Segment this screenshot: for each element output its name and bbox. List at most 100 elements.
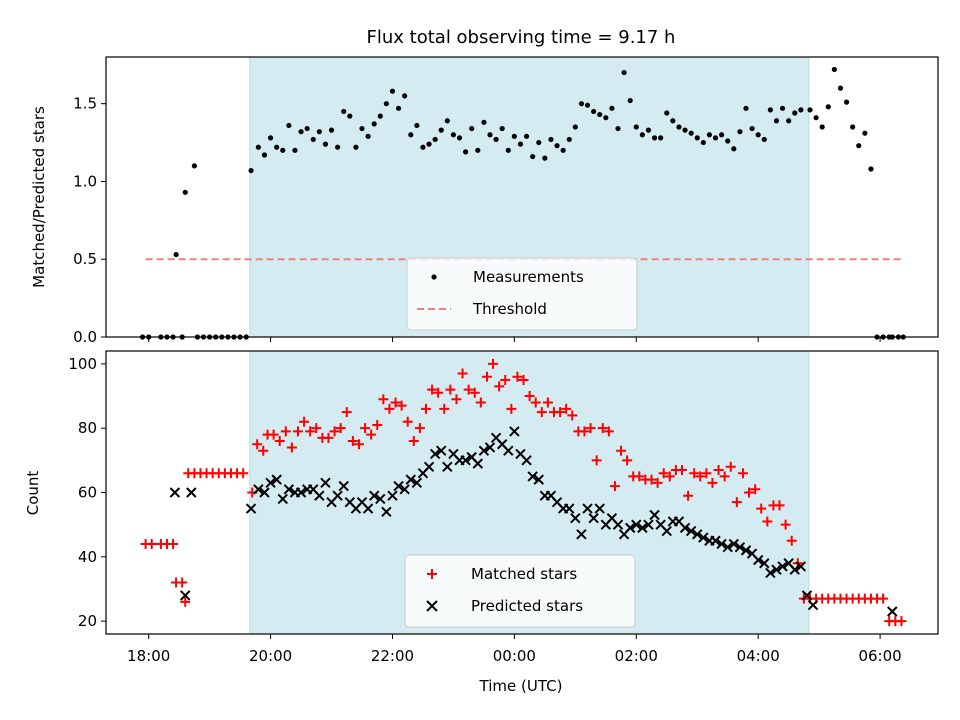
data-point <box>433 387 444 398</box>
legend: Matched stars Predicted stars <box>404 554 636 628</box>
data-point <box>579 426 590 437</box>
data-point <box>554 143 560 149</box>
data-point <box>280 147 286 153</box>
data-point <box>624 522 636 534</box>
legend-swatch <box>431 274 437 280</box>
data-point <box>646 474 657 485</box>
data-point <box>710 535 721 546</box>
data-point <box>341 108 347 115</box>
data-point <box>896 616 907 627</box>
data-point <box>320 477 331 489</box>
data-point <box>521 455 532 466</box>
data-point <box>774 500 785 511</box>
data-point <box>268 429 279 440</box>
data-point <box>670 118 676 124</box>
data-point <box>478 445 490 456</box>
data-point <box>637 522 648 534</box>
data-point <box>316 129 322 135</box>
data-point <box>322 141 329 147</box>
data-point <box>786 118 792 124</box>
data-point <box>609 105 615 111</box>
data-point <box>685 525 697 537</box>
data-point <box>292 147 298 153</box>
data-point <box>594 503 605 514</box>
data-point <box>707 477 718 488</box>
data-point <box>725 461 736 472</box>
data-point <box>472 458 484 469</box>
data-point <box>503 445 514 456</box>
data-point <box>405 474 416 485</box>
data-point <box>421 403 431 414</box>
data-point <box>305 426 316 437</box>
data-point <box>295 487 307 498</box>
data-point <box>280 426 291 437</box>
series-predicted-stars <box>169 426 898 617</box>
legend: Measurements Threshold <box>406 257 638 331</box>
data-point <box>887 606 898 617</box>
y-tick-label: 0.5 <box>73 250 97 268</box>
data-point <box>328 127 335 133</box>
data-point <box>169 487 181 498</box>
data-point <box>679 522 691 534</box>
data-point <box>542 155 548 161</box>
y-tick-label: 40 <box>78 548 97 566</box>
bottom-panel: 20 40 60 80 100 18:00 20:00 22:00 00:00 02:00 04:0… <box>68 350 939 665</box>
top-panel: 0.0 0.5 1.0 1.5 Measurements Threshold <box>73 56 939 346</box>
data-point <box>451 394 462 405</box>
data-point <box>692 529 703 540</box>
data-point <box>283 484 295 495</box>
data-point <box>411 477 423 489</box>
data-point <box>512 371 523 382</box>
data-point <box>584 102 591 108</box>
legend-label: Predicted stars <box>471 597 583 615</box>
data-point <box>664 471 675 482</box>
data-point <box>731 497 742 508</box>
data-point <box>533 474 544 485</box>
data-point <box>731 146 737 152</box>
legend-swatch <box>427 569 437 579</box>
data-point <box>238 468 249 479</box>
data-point <box>420 144 426 150</box>
data-point <box>616 445 627 456</box>
data-point <box>347 113 353 119</box>
data-point <box>463 384 474 395</box>
data-point <box>329 426 340 437</box>
data-point <box>182 189 188 195</box>
data-point <box>798 107 804 113</box>
data-point <box>634 471 645 482</box>
data-point <box>438 127 444 133</box>
data-point <box>488 358 499 369</box>
data-point <box>258 445 269 456</box>
data-point <box>759 558 770 569</box>
data-point <box>186 487 197 498</box>
data-point <box>658 468 669 479</box>
data-point <box>694 135 700 141</box>
data-point <box>536 407 547 418</box>
data-point <box>372 419 383 430</box>
data-point <box>591 108 597 115</box>
data-point <box>436 445 447 456</box>
data-point <box>414 423 425 434</box>
chart-title: Flux total observing time = 9.17 h <box>367 27 676 48</box>
data-point <box>265 477 276 489</box>
data-point <box>457 368 468 379</box>
data-point <box>578 101 585 107</box>
data-point <box>695 471 706 482</box>
series-matched-stars <box>140 358 907 627</box>
data-point <box>725 138 731 144</box>
data-point <box>347 436 358 447</box>
data-point <box>429 448 441 460</box>
data-point <box>712 135 719 141</box>
data-point <box>353 144 359 150</box>
data-point <box>432 136 438 143</box>
legend-label: Matched stars <box>471 565 577 583</box>
data-point <box>843 99 850 105</box>
data-point <box>773 118 780 124</box>
data-point <box>762 516 773 527</box>
data-point <box>765 567 776 579</box>
data-point <box>267 135 274 141</box>
data-point <box>314 490 325 501</box>
data-point <box>368 490 380 501</box>
data-point <box>381 506 392 518</box>
data-point <box>719 132 725 138</box>
